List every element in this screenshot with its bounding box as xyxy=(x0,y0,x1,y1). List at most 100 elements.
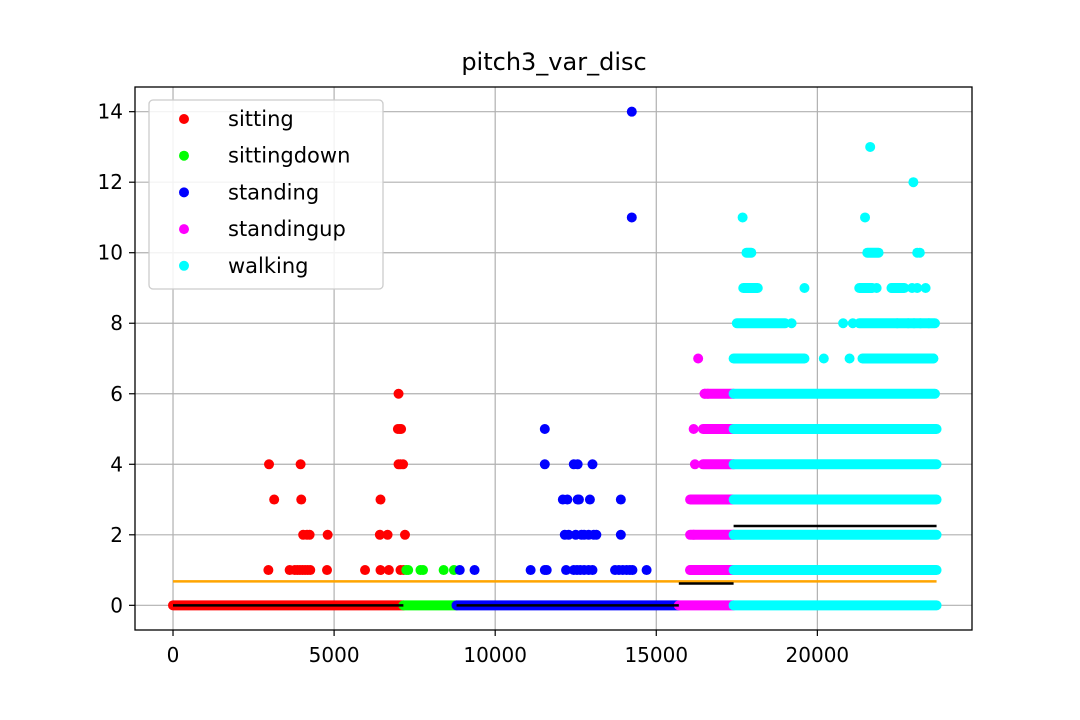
data-point xyxy=(295,459,306,470)
data-point xyxy=(562,494,573,505)
x-tick-label: 10000 xyxy=(463,643,527,667)
series-layer xyxy=(168,106,942,611)
y-tick-label: 10 xyxy=(98,241,123,265)
data-point xyxy=(865,141,876,152)
legend-entry-sittingdown: sittingdown xyxy=(179,144,350,168)
x-tick-label: 20000 xyxy=(786,643,850,667)
x-tick-label: 15000 xyxy=(624,643,688,667)
y-tick-label: 8 xyxy=(110,311,123,335)
y-tick-label: 14 xyxy=(98,100,123,124)
data-point xyxy=(908,177,919,188)
y-tick-label: 0 xyxy=(110,593,123,617)
data-point xyxy=(702,388,713,399)
data-point xyxy=(393,388,404,399)
plot-frame xyxy=(134,86,973,631)
data-point xyxy=(539,424,550,435)
data-point xyxy=(375,494,386,505)
series-walking xyxy=(728,141,942,611)
data-point xyxy=(818,353,829,364)
data-point xyxy=(304,529,315,540)
reference-lines xyxy=(173,524,937,607)
data-point xyxy=(626,212,637,223)
data-point xyxy=(747,353,758,364)
legend-label: walking xyxy=(228,254,309,278)
chart-title: pitch3_var_disc xyxy=(461,48,646,76)
data-point xyxy=(374,529,385,540)
y-tick-label: 6 xyxy=(110,382,123,406)
data-point xyxy=(920,282,931,293)
legend-label: standingup xyxy=(228,217,346,241)
legend-label: standing xyxy=(228,180,319,204)
data-point xyxy=(263,565,274,576)
data-point xyxy=(689,494,700,505)
data-point xyxy=(525,565,536,576)
data-point xyxy=(915,318,926,329)
legend: sitting sittingdown standing standingup walk… xyxy=(148,99,384,290)
legend-marker xyxy=(179,114,189,124)
legend-marker xyxy=(179,260,189,271)
data-point xyxy=(892,318,903,329)
data-point xyxy=(469,565,480,576)
data-point xyxy=(573,494,584,505)
legend-marker xyxy=(179,224,189,235)
data-point xyxy=(923,318,934,329)
data-point xyxy=(693,353,704,364)
legend-marker xyxy=(179,187,189,198)
data-point xyxy=(269,494,280,505)
data-point xyxy=(847,318,858,329)
data-point xyxy=(799,282,810,293)
data-point xyxy=(786,353,797,364)
data-point xyxy=(454,565,465,576)
y-axis: 0 2 4 6 8 10 12 14 xyxy=(98,100,135,617)
data-point xyxy=(688,529,699,540)
data-point xyxy=(912,282,923,293)
y-tick-label: 4 xyxy=(110,452,123,476)
data-point xyxy=(838,318,849,329)
data-point xyxy=(418,565,429,576)
data-point xyxy=(375,565,386,576)
legend-entry-sitting: sitting xyxy=(179,107,294,131)
legend-entry-standing: standing xyxy=(179,180,319,204)
data-point xyxy=(296,494,307,505)
data-point xyxy=(539,459,550,470)
legend-label: sitting xyxy=(228,107,294,131)
x-tick-label: 0 xyxy=(167,643,180,667)
data-point xyxy=(685,565,696,576)
data-point xyxy=(786,318,797,329)
data-point xyxy=(396,424,407,435)
data-point xyxy=(615,494,626,505)
data-point xyxy=(914,247,925,258)
legend-marker xyxy=(179,150,189,161)
data-point xyxy=(322,565,333,576)
data-point xyxy=(587,565,598,576)
data-point xyxy=(871,282,882,293)
data-point xyxy=(561,565,572,576)
data-point xyxy=(587,459,598,470)
series-standingup xyxy=(673,353,739,611)
legend-entry-walking: walking xyxy=(179,254,309,278)
data-point xyxy=(399,529,410,540)
data-point xyxy=(322,529,333,540)
data-point xyxy=(398,459,409,470)
data-point xyxy=(541,565,552,576)
data-point xyxy=(382,529,393,540)
data-point xyxy=(264,459,275,470)
data-point xyxy=(438,565,449,576)
data-point xyxy=(615,529,626,540)
data-point xyxy=(844,353,855,364)
data-point xyxy=(305,565,316,576)
x-axis: 0 5000 10000 15000 20000 xyxy=(167,630,850,667)
data-point xyxy=(688,424,699,435)
data-point xyxy=(928,353,939,364)
data-point xyxy=(584,494,595,505)
data-point xyxy=(572,459,583,470)
data-point xyxy=(737,212,748,223)
data-point xyxy=(627,565,638,576)
legend-label: sittingdown xyxy=(228,144,350,168)
data-point xyxy=(767,353,778,364)
data-point xyxy=(626,106,637,117)
data-point xyxy=(591,529,602,540)
data-point xyxy=(360,565,371,576)
legend-box xyxy=(148,99,384,290)
